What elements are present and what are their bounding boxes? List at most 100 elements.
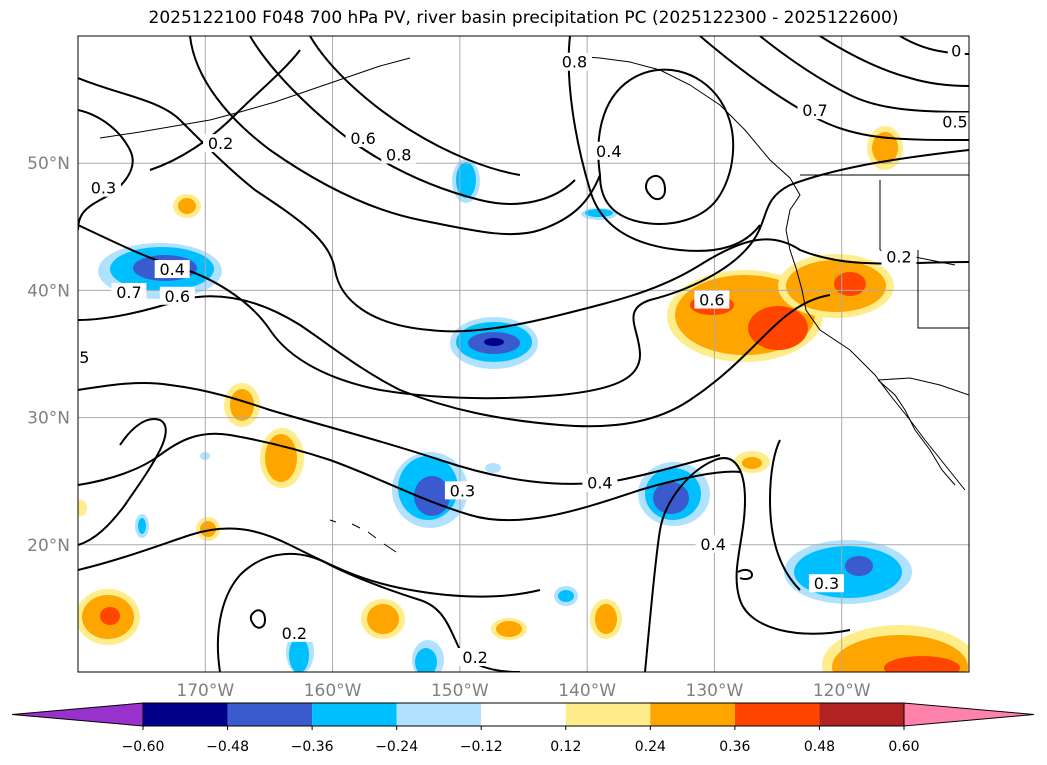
- colorbar-tick-label: −0.60: [122, 739, 165, 755]
- contour-label: 0.6: [350, 129, 375, 148]
- contour-label: 0.6: [699, 291, 724, 310]
- colorbar-swatch: [227, 703, 313, 726]
- north-america-coast: [559, 54, 966, 491]
- colorbar-extend-low: [11, 702, 144, 727]
- contour-label-bg: [111, 282, 147, 301]
- colorbar-extend-high: [903, 702, 1035, 727]
- contour-label-bg: [695, 534, 731, 553]
- contour-label-bg: [203, 134, 239, 153]
- contour-label-bg: [556, 52, 592, 71]
- shading-blob: [361, 599, 405, 639]
- us-mexico-border: [877, 377, 969, 396]
- pv-contour: [768, 439, 801, 591]
- pv-contour: [819, 36, 969, 87]
- hawaii-islands: [329, 519, 397, 553]
- contour-label-bg: [345, 129, 381, 148]
- lon-tick-label: 130°W: [686, 681, 744, 701]
- colorbar-swatch: [819, 703, 904, 726]
- contour-label-bg: [159, 286, 195, 305]
- shading-blob: [173, 194, 201, 218]
- colorbar-swatch: [396, 703, 482, 726]
- colorbar: −0.60 −0.48 −0.36 −0.24 −0.12 0.12 0.24 0.36 0.4…: [11, 702, 1035, 755]
- shading-blob: [135, 514, 149, 538]
- shading-blob: [196, 517, 220, 541]
- map-frame: [77, 35, 970, 673]
- aleutian-chain: [99, 57, 411, 139]
- contour-label: 0.3: [814, 574, 839, 593]
- contour-label-bg: [591, 141, 627, 160]
- contour-label-bg: [444, 481, 480, 500]
- contour-label-bg: [937, 112, 973, 131]
- lat-tick-label: 40°N: [27, 281, 70, 301]
- shading-blob: [450, 317, 538, 369]
- lon-tick-label: 170°W: [176, 681, 234, 701]
- contour-label: 0.6: [165, 287, 190, 306]
- contour-label: 0.7: [802, 101, 827, 120]
- contour-label-bg: [947, 41, 965, 60]
- pv-contour: [699, 36, 969, 141]
- colorbar-swatch: [312, 703, 397, 726]
- colorbar-outline: [142, 702, 905, 727]
- colorbar-tick-label: −0.24: [375, 739, 418, 755]
- contour-label-bg: [154, 260, 190, 279]
- pv-contour: [149, 49, 301, 171]
- shading-blob: [224, 383, 260, 427]
- pv-contour: [78, 77, 969, 333]
- map-gridlines: [78, 36, 969, 672]
- shading-blob: [412, 640, 444, 672]
- contour-label: 0.2: [462, 648, 487, 667]
- contour-label: 0.8: [562, 53, 587, 72]
- shading-blob: [78, 589, 140, 645]
- colorbar-swatch: [143, 703, 228, 726]
- shading-blob: [784, 540, 912, 604]
- lat-tick-label: 50°N: [27, 154, 70, 174]
- colorbar-swatch: [565, 703, 651, 726]
- contour-label: 0: [951, 41, 961, 60]
- contour-label: 0.4: [596, 142, 621, 161]
- pv-contour: [78, 418, 167, 546]
- pv-contour: [644, 457, 851, 672]
- pv-contour: [78, 527, 541, 598]
- contour-label: 0.3: [91, 179, 116, 198]
- contour-label: 0.2: [886, 247, 911, 266]
- lon-tick-label: 160°W: [304, 681, 362, 701]
- shading-blob: [590, 599, 622, 639]
- shading-blob: [734, 451, 770, 473]
- baja-coast: [877, 379, 956, 486]
- pv-contour: [249, 36, 576, 205]
- contour-label-bg: [582, 473, 618, 492]
- colorbar-swatch: [481, 703, 566, 726]
- contour-label-bg: [276, 623, 312, 642]
- contour-labels: 0.3 0.2 0.7 0.6 0.4 5 0.6 0.8 0.8 0.4 0.6 0.7 0.5 0 0.…: [75, 41, 973, 667]
- contour-label-bg: [381, 145, 417, 164]
- colorbar-swatch: [734, 703, 820, 726]
- contour-label: 0.2: [282, 624, 307, 643]
- map-title: 2025122100 F048 700 hPa PV, river basin …: [148, 8, 899, 28]
- shading-blob: [78, 500, 87, 516]
- lon-tick-label: 140°W: [558, 681, 616, 701]
- pv-contour: [597, 68, 735, 225]
- contour-label: 0.8: [386, 146, 411, 165]
- shading-blob: [485, 463, 501, 473]
- pv-contour: [759, 36, 969, 113]
- contour-label: 0.4: [159, 260, 184, 279]
- lon-tick-label: 120°W: [813, 681, 871, 701]
- shading-blob: [554, 586, 578, 606]
- colorbar-tick-label: −0.12: [460, 739, 503, 755]
- colorbar-tick-label: 0.36: [719, 739, 750, 755]
- shading-blob: [822, 625, 969, 672]
- colorbar-tick-label: 0.12: [550, 739, 581, 755]
- pv-contour: [78, 109, 134, 231]
- contour-label: 0.2: [208, 134, 233, 153]
- contour-label-bg: [797, 101, 833, 120]
- pv-contour: [78, 432, 741, 522]
- shading-blob: [491, 618, 527, 640]
- contour-label-bg: [75, 347, 93, 366]
- contour-label: 0.5: [942, 112, 967, 131]
- colorbar-tick-label: −0.48: [206, 739, 249, 755]
- lat-tick-label: 20°N: [27, 536, 70, 556]
- contour-label: 0.4: [587, 474, 612, 493]
- pv-contour: [309, 36, 521, 176]
- colorbar-swatch: [650, 703, 735, 726]
